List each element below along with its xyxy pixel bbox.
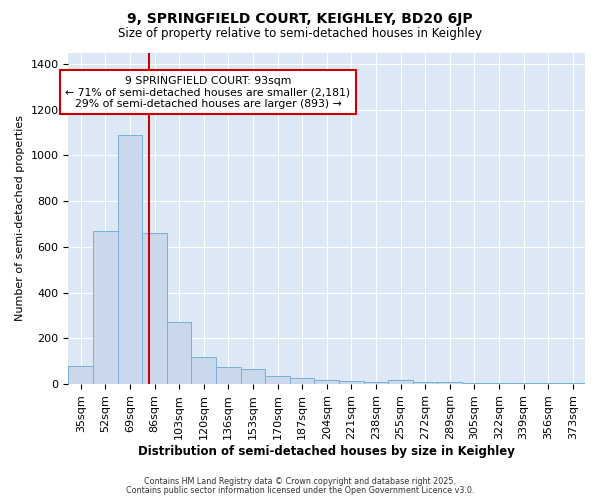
Bar xyxy=(314,380,339,384)
Bar xyxy=(560,383,585,384)
Bar xyxy=(462,383,487,384)
Bar xyxy=(290,378,314,384)
Bar xyxy=(536,383,560,384)
Bar xyxy=(413,382,437,384)
Bar xyxy=(191,356,216,384)
Text: Contains HM Land Registry data © Crown copyright and database right 2025.: Contains HM Land Registry data © Crown c… xyxy=(144,477,456,486)
Y-axis label: Number of semi-detached properties: Number of semi-detached properties xyxy=(15,116,25,322)
Text: Size of property relative to semi-detached houses in Keighley: Size of property relative to semi-detach… xyxy=(118,28,482,40)
Bar xyxy=(93,231,118,384)
Bar xyxy=(511,383,536,384)
Bar xyxy=(265,376,290,384)
Bar xyxy=(241,369,265,384)
Bar xyxy=(339,380,364,384)
Text: 9 SPRINGFIELD COURT: 93sqm
← 71% of semi-detached houses are smaller (2,181)
29%: 9 SPRINGFIELD COURT: 93sqm ← 71% of semi… xyxy=(65,76,350,109)
Bar xyxy=(487,383,511,384)
Text: Contains public sector information licensed under the Open Government Licence v3: Contains public sector information licen… xyxy=(126,486,474,495)
Bar xyxy=(364,382,388,384)
Bar xyxy=(118,135,142,384)
Bar xyxy=(68,366,93,384)
Bar xyxy=(142,233,167,384)
Bar xyxy=(167,322,191,384)
Bar xyxy=(216,367,241,384)
Text: 9, SPRINGFIELD COURT, KEIGHLEY, BD20 6JP: 9, SPRINGFIELD COURT, KEIGHLEY, BD20 6JP xyxy=(127,12,473,26)
X-axis label: Distribution of semi-detached houses by size in Keighley: Distribution of semi-detached houses by … xyxy=(138,444,515,458)
Bar xyxy=(437,382,462,384)
Bar xyxy=(388,380,413,384)
